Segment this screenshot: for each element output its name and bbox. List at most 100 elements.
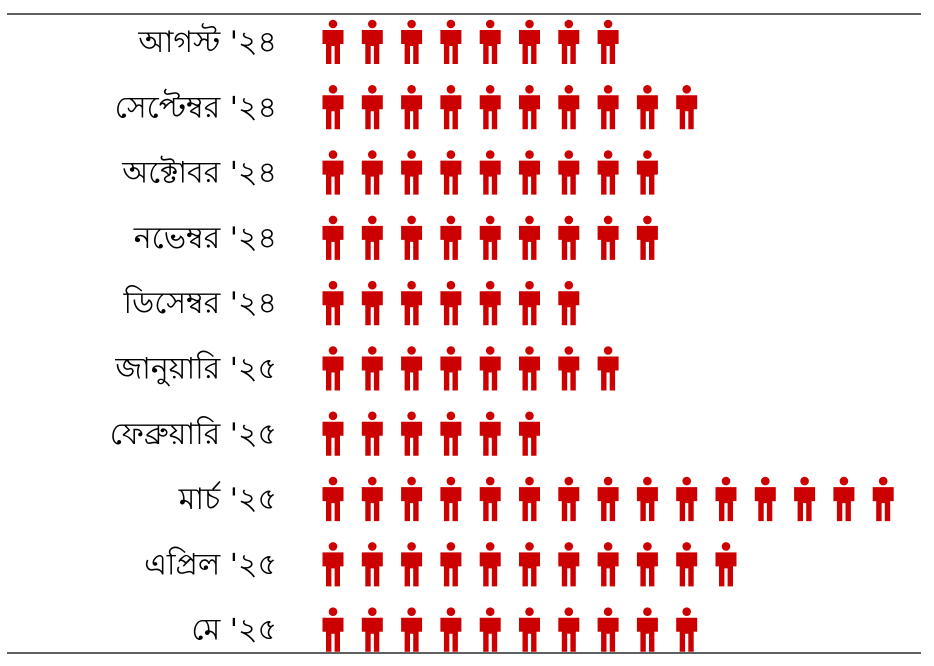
icon-rows [322, 19, 894, 652]
person-icon [440, 215, 462, 260]
person-icon [322, 411, 344, 456]
person-icon [440, 280, 462, 326]
icon-row [322, 215, 658, 260]
person-icon [519, 19, 540, 64]
person-icon [361, 476, 383, 522]
row-label: মে '২৫ [191, 613, 277, 648]
person-icon [519, 411, 540, 456]
person-icon [558, 542, 580, 587]
person-icon [322, 85, 344, 130]
person-icon [479, 150, 501, 195]
person-icon [872, 476, 894, 522]
icon-row [322, 150, 658, 195]
person-icon [401, 607, 423, 652]
person-icon [597, 607, 619, 652]
person-icon [322, 215, 344, 260]
person-icon [597, 150, 619, 195]
row-label: অক্টোবর '২৪ [121, 156, 277, 191]
person-icon [322, 19, 344, 64]
person-icon [401, 280, 423, 326]
person-icon [676, 607, 698, 652]
person-icon [558, 19, 580, 64]
person-icon [597, 476, 619, 522]
person-icon [479, 607, 501, 652]
row-label: মার্চ '২৫ [178, 481, 277, 517]
person-icon [322, 280, 344, 326]
icon-row [322, 542, 737, 587]
person-icon [558, 85, 580, 130]
person-icon [676, 542, 698, 587]
person-icon [322, 476, 344, 522]
person-icon [361, 280, 383, 326]
person-icon [361, 542, 383, 587]
icon-row [322, 476, 894, 522]
person-icon [440, 542, 462, 587]
person-icon [794, 476, 816, 522]
person-icon [440, 346, 462, 391]
person-icon [636, 476, 658, 522]
person-icon [636, 150, 658, 195]
person-icon [440, 19, 462, 64]
person-icon [361, 19, 383, 64]
person-icon [401, 346, 423, 391]
person-icon [479, 280, 501, 326]
row-label: এপ্রিল '২৫ [144, 546, 277, 582]
person-icon [479, 542, 501, 587]
person-icon [597, 85, 619, 130]
person-icon [361, 411, 383, 456]
person-icon [636, 85, 658, 130]
person-icon [361, 346, 383, 391]
person-icon [519, 542, 540, 587]
icon-row [322, 85, 698, 130]
person-icon [322, 150, 344, 195]
person-icon [479, 346, 501, 391]
row-label: ডিসেম্বর '২৪ [123, 285, 277, 321]
person-icon [558, 607, 580, 652]
row-label: জানুয়ারি '২৫ [114, 351, 277, 387]
person-icon [558, 346, 580, 391]
person-icon [401, 411, 423, 456]
row-label: সেপ্টেম্বর '২৪ [115, 88, 277, 125]
person-icon [636, 607, 658, 652]
row-labels: আগস্ট '২৪ সেপ্টেম্বর '২৪ অক্টোবর '২৪ নভেম্ব… [110, 23, 277, 648]
person-icon [519, 280, 540, 326]
person-icon [361, 607, 383, 652]
row-label: আগস্ট '২৪ [137, 23, 277, 60]
person-icon [558, 150, 580, 195]
person-icon [361, 85, 383, 130]
person-icon [519, 476, 540, 522]
person-icon [597, 19, 619, 64]
icon-row [322, 280, 580, 326]
person-icon [636, 215, 658, 260]
person-icon [361, 215, 383, 260]
person-icon [833, 476, 855, 522]
person-icon [322, 607, 344, 652]
person-icon [401, 150, 423, 195]
person-icon [519, 85, 540, 130]
person-icon [401, 85, 423, 130]
person-icon [558, 476, 580, 522]
person-icon [558, 280, 580, 326]
person-icon [519, 215, 540, 260]
person-icon [322, 346, 344, 391]
person-icon [597, 542, 619, 587]
person-icon [440, 607, 462, 652]
person-icon [676, 85, 698, 130]
person-icon [401, 476, 423, 522]
person-icon [519, 150, 540, 195]
person-icon [479, 411, 501, 456]
icon-row [322, 411, 540, 456]
person-icon [401, 542, 423, 587]
person-icon [754, 476, 776, 522]
person-icon [440, 85, 462, 130]
person-icon [401, 19, 423, 64]
person-icon [440, 150, 462, 195]
person-icon [519, 346, 540, 391]
person-icon [715, 542, 737, 587]
person-icon [479, 215, 501, 260]
person-icon [558, 215, 580, 260]
person-icon [636, 542, 658, 587]
person-icon [597, 346, 619, 391]
person-icon [479, 19, 501, 64]
person-icon [361, 150, 383, 195]
